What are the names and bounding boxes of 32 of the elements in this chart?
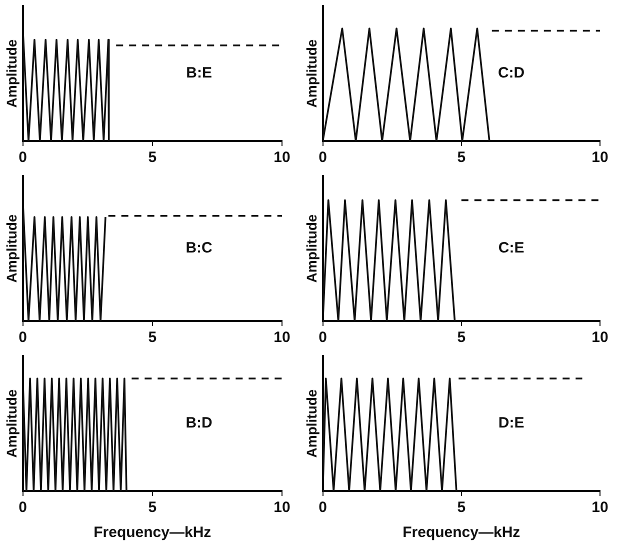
y-axis-title: Amplitude <box>303 39 320 108</box>
annotation: B:D <box>186 414 213 432</box>
x-tick-label: 0 <box>318 149 327 166</box>
x-axis-title: Frequency—kHz <box>402 524 520 542</box>
annotation: B:E <box>186 64 212 82</box>
annotation: D:E <box>498 414 524 432</box>
y-axis-title: Amplitude <box>3 39 20 108</box>
x-tick-label: 10 <box>592 499 608 516</box>
x-tick-label: 5 <box>148 499 157 516</box>
x-tick-label: 5 <box>457 149 466 166</box>
x-tick-label: 0 <box>318 499 327 516</box>
annotation: C:E <box>498 240 524 257</box>
x-axis-title: Frequency—kHz <box>94 524 212 542</box>
x-tick-label: 0 <box>18 499 27 516</box>
x-tick-label: 5 <box>457 329 466 346</box>
x-tick-label: 10 <box>592 329 608 346</box>
x-tick-label: 10 <box>274 329 290 346</box>
x-tick-label: 5 <box>148 329 157 346</box>
x-tick-label: 0 <box>318 329 327 346</box>
x-tick-label: 0 <box>18 329 27 346</box>
x-tick-label: 5 <box>148 149 157 166</box>
y-axis-title: Amplitude <box>303 389 320 458</box>
x-tick-label: 5 <box>457 499 466 516</box>
annotation: B:C <box>186 240 213 257</box>
x-tick-label: 10 <box>592 149 608 166</box>
x-tick-label: 10 <box>274 499 290 516</box>
y-axis-title: Amplitude <box>303 214 320 283</box>
y-axis-title: Amplitude <box>3 214 20 283</box>
y-axis-title: Amplitude <box>3 389 20 458</box>
x-tick-label: 0 <box>18 149 27 166</box>
x-tick-label: 10 <box>274 149 290 166</box>
annotation: C:D <box>498 64 525 82</box>
